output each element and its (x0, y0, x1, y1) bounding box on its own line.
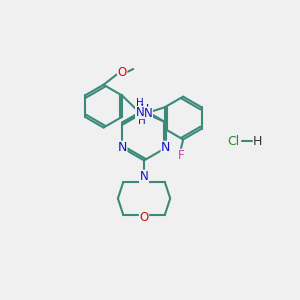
Text: H: H (138, 116, 146, 126)
Text: N: N (140, 103, 149, 116)
Text: H: H (136, 98, 144, 108)
Text: F: F (177, 149, 184, 162)
Text: N: N (140, 170, 148, 183)
Text: N: N (144, 107, 152, 120)
Text: N: N (118, 141, 127, 154)
Text: N: N (136, 106, 144, 118)
Text: O: O (140, 211, 149, 224)
Text: N: N (161, 141, 171, 154)
Text: Cl: Cl (227, 135, 239, 148)
Text: H: H (253, 135, 262, 148)
Text: O: O (118, 66, 127, 80)
